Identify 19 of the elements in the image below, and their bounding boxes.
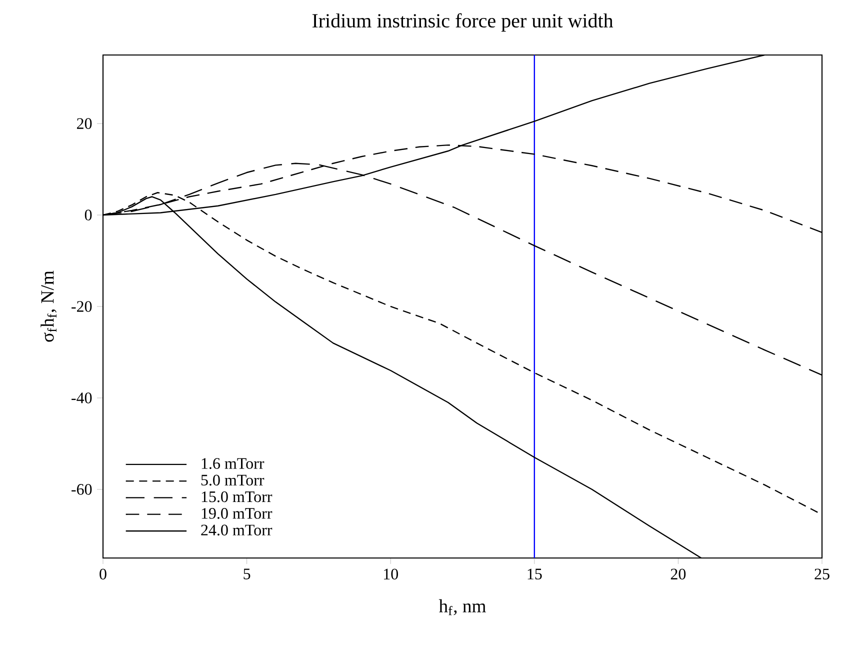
legend-label: 15.0 mTorr bbox=[202, 491, 272, 502]
legend-label: 5.0 mTorr bbox=[201, 474, 264, 486]
x-tick-label: 20 bbox=[670, 568, 686, 580]
y-tick-label: -40 bbox=[72, 392, 92, 404]
y-axis-title: σ$_{f}$h$_{f}$, N/m bbox=[40, 270, 56, 342]
x-tick-label: 5 bbox=[244, 568, 250, 580]
x-tick-label: 15 bbox=[528, 568, 542, 580]
x-tick-label: 0 bbox=[100, 568, 106, 580]
y-tick-label: 0 bbox=[84, 210, 92, 220]
legend-label: 19.0 mTorr bbox=[202, 508, 272, 519]
y-tick-label: -20 bbox=[72, 301, 92, 312]
legend-label: 24.0 mTorr bbox=[201, 524, 272, 536]
x-axis-title: h$_{f}$, nm bbox=[438, 599, 486, 616]
y-tick-label: 20 bbox=[77, 118, 92, 129]
y-tick-label: -60 bbox=[72, 484, 92, 495]
x-tick-label: 25 bbox=[814, 568, 830, 580]
legend-label: 1.6 mTorr bbox=[202, 458, 264, 469]
chart-title: Iridium instrinsic force per unit width bbox=[312, 13, 614, 32]
x-tick-label: 10 bbox=[384, 568, 398, 580]
